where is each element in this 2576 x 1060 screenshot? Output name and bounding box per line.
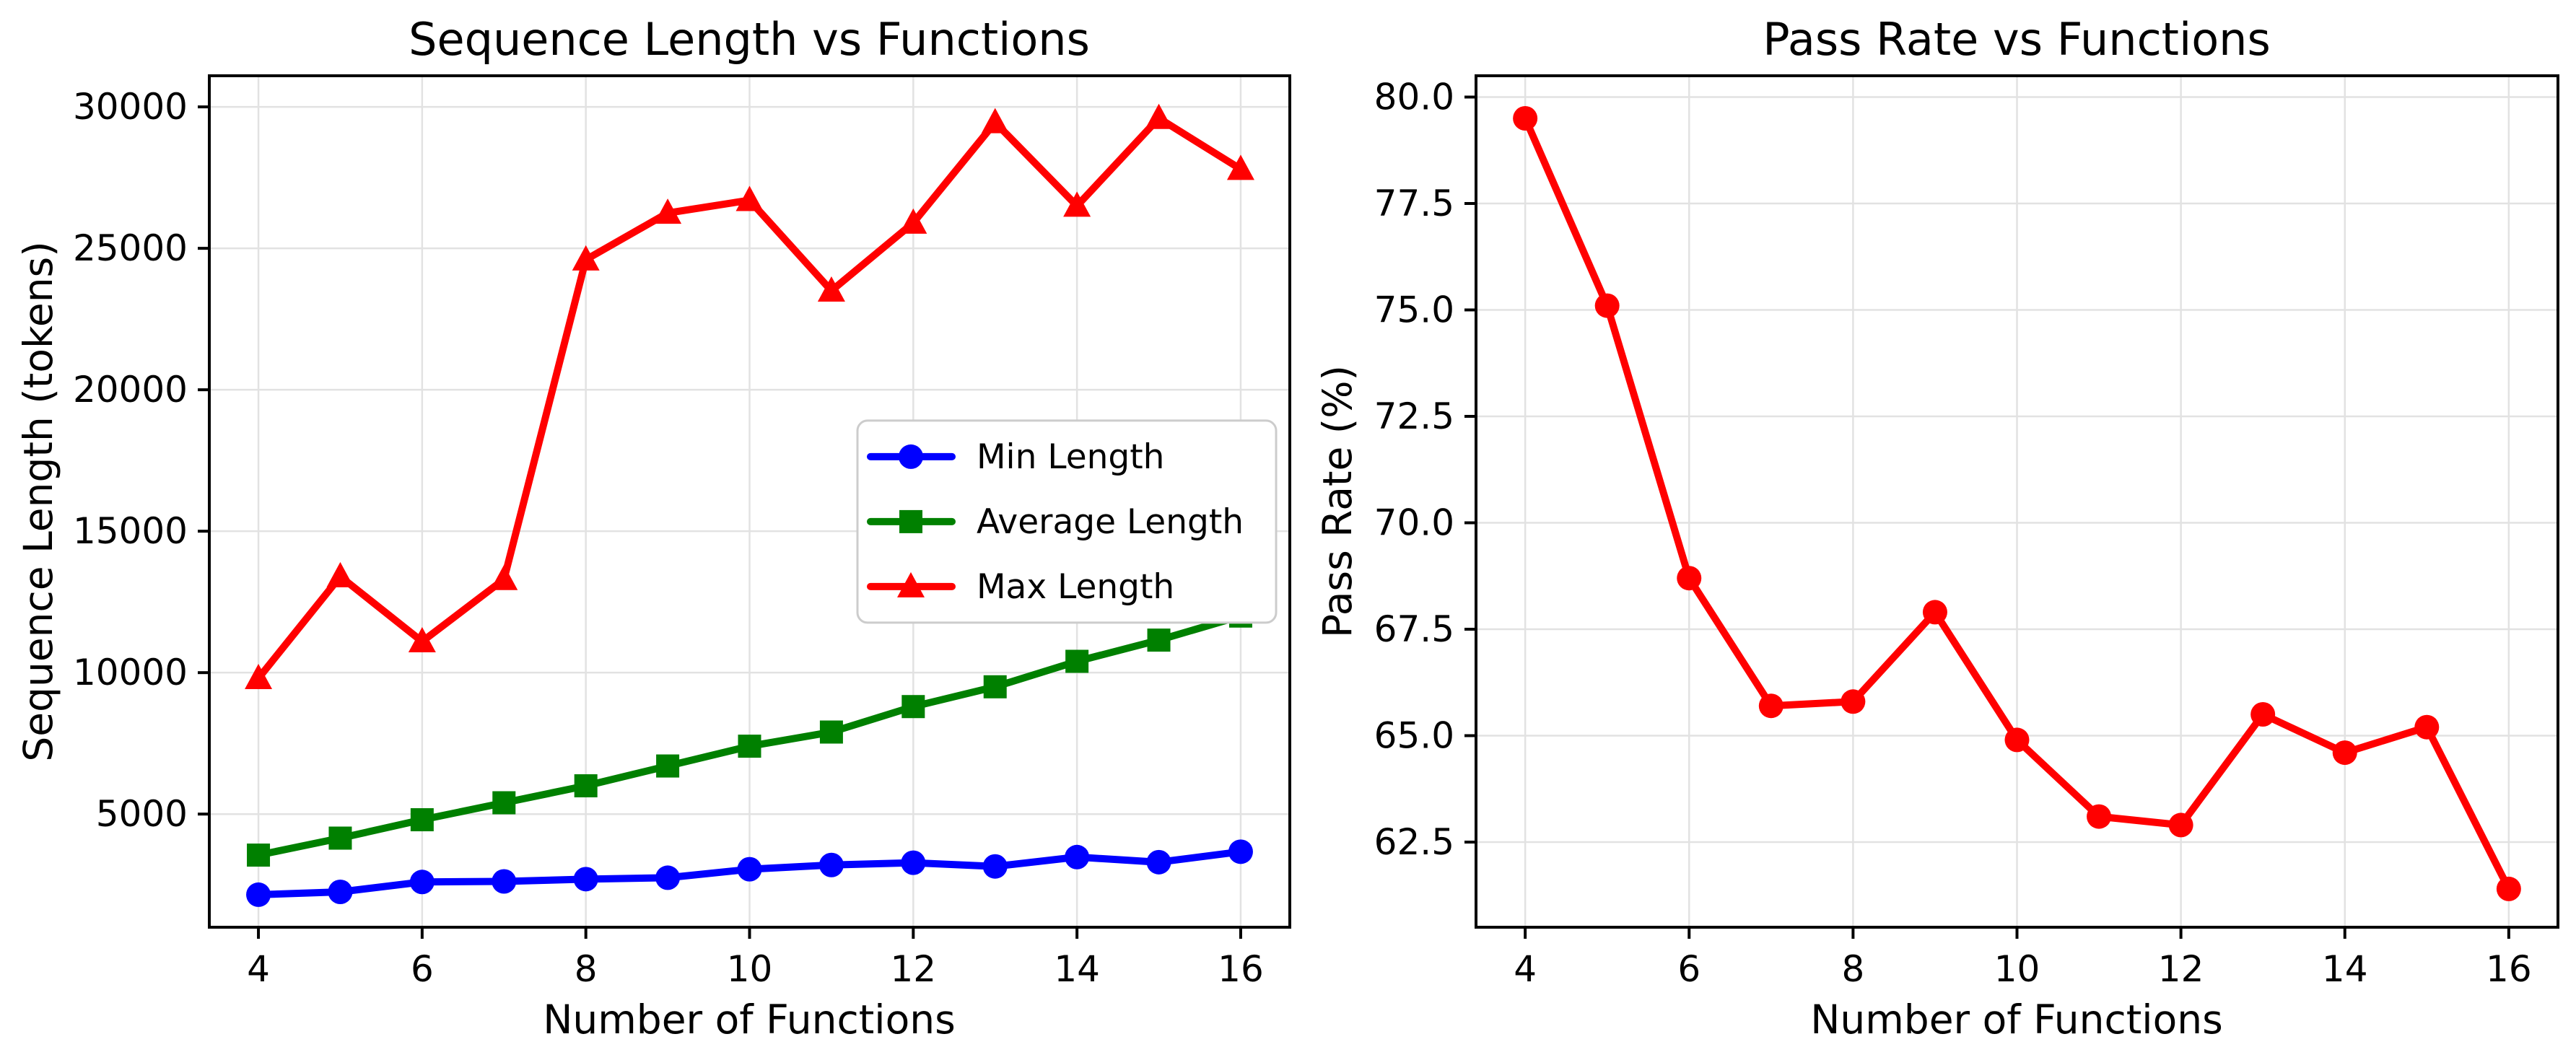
data-point-min-length [1146, 849, 1171, 875]
data-point-min-length [573, 867, 598, 892]
data-point-max-length [572, 245, 600, 271]
data-point-pass-rate [2496, 876, 2521, 901]
data-point-pass-rate [2087, 804, 2112, 829]
data-point-pass-rate [1758, 693, 1783, 719]
data-point-pass-rate [1841, 689, 1866, 714]
y-tick-label: 62.5 [1374, 821, 1454, 863]
data-point-max-length [1226, 154, 1254, 180]
data-point-max-length [245, 664, 273, 690]
data-point-min-length [982, 854, 1008, 879]
data-point-max-length [817, 276, 845, 302]
left-chart-title: Sequence Length vs Functions [409, 13, 1090, 66]
data-point-min-length [328, 879, 353, 904]
data-point-average-length [328, 826, 352, 850]
data-point-min-length [818, 852, 844, 877]
data-point-min-length [409, 870, 435, 895]
data-point-min-length [492, 869, 517, 894]
legend-label: Average Length [977, 502, 1244, 542]
x-tick-label: 10 [727, 948, 773, 990]
left-xaxis-label: Number of Functions [543, 997, 956, 1043]
y-tick-label: 10000 [73, 652, 188, 693]
data-point-min-length [655, 865, 681, 890]
data-point-max-length [1145, 103, 1173, 129]
x-tick-label: 4 [1514, 948, 1537, 990]
y-tick-label: 25000 [73, 227, 188, 269]
data-point-pass-rate [2168, 812, 2193, 838]
data-point-average-length [1147, 628, 1171, 652]
data-point-average-length [574, 774, 598, 797]
right-yaxis-label: Pass Rate (%) [1314, 365, 1361, 638]
data-point-average-length [983, 675, 1007, 698]
data-point-min-length [1228, 839, 1253, 864]
y-tick-label: 72.5 [1374, 395, 1454, 437]
data-point-pass-rate [1594, 293, 1620, 318]
x-tick-label: 10 [1994, 948, 2040, 990]
data-point-pass-rate [2332, 740, 2357, 766]
legend-label: Min Length [977, 437, 1164, 477]
y-tick-label: 70.0 [1374, 502, 1454, 544]
x-tick-label: 4 [247, 948, 270, 990]
y-tick-label: 65.0 [1374, 715, 1454, 757]
y-tick-label: 20000 [73, 369, 188, 411]
data-point-min-length [1065, 844, 1090, 870]
data-point-max-length [735, 185, 764, 211]
legend-sample-marker [899, 444, 923, 469]
y-tick-label: 77.5 [1374, 183, 1454, 224]
data-point-max-length [326, 561, 354, 587]
data-point-min-length [246, 882, 271, 907]
x-tick-label: 8 [1841, 948, 1864, 990]
data-point-pass-rate [2004, 727, 2030, 753]
x-tick-label: 14 [2322, 948, 2368, 990]
x-tick-label: 6 [1677, 948, 1700, 990]
right-xaxis-label: Number of Functions [1810, 997, 2223, 1043]
right-chart-title: Pass Rate vs Functions [1763, 13, 2271, 66]
data-point-max-length [408, 627, 436, 653]
y-tick-label: 67.5 [1374, 608, 1454, 650]
data-point-average-length [410, 808, 434, 832]
data-point-pass-rate [2414, 714, 2440, 740]
legend-box [856, 419, 1278, 624]
x-tick-label: 14 [1054, 948, 1100, 990]
x-tick-label: 16 [2486, 948, 2532, 990]
data-point-average-length [1065, 649, 1089, 673]
right-plot-area: 4 6 8 10 12 14 16 62.5 65.0 67.5 70.0 72.5 75.0 77.5 8… [1374, 74, 2559, 990]
data-point-average-length [492, 791, 516, 815]
data-point-max-length [490, 564, 518, 590]
data-point-pass-rate [1677, 566, 1702, 591]
data-point-max-length [1063, 191, 1091, 217]
left-plot-area: 4 6 8 10 12 14 16 5000 10000 15000 20000 25000 30000… [73, 74, 1291, 990]
data-point-average-length [247, 844, 271, 867]
left-yaxis-label: Sequence Length (tokens) [15, 241, 61, 761]
data-point-average-length [901, 695, 925, 719]
x-tick-label: 12 [2158, 948, 2204, 990]
data-point-pass-rate [2250, 702, 2276, 727]
data-point-max-length [899, 208, 927, 234]
data-point-average-length [819, 720, 843, 744]
y-tick-label: 30000 [73, 86, 188, 128]
y-tick-label: 15000 [73, 510, 188, 552]
legend-label: Max Length [977, 567, 1174, 607]
data-point-max-length [654, 198, 682, 224]
y-tick-label: 75.0 [1374, 289, 1454, 331]
x-tick-label: 16 [1218, 948, 1264, 990]
data-point-pass-rate [1513, 106, 1538, 131]
data-point-pass-rate [1922, 600, 1947, 625]
y-tick-label: 5000 [96, 793, 188, 835]
data-point-min-length [901, 850, 926, 875]
data-point-average-length [738, 735, 761, 758]
x-tick-label: 12 [891, 948, 937, 990]
y-tick-label: 80.0 [1374, 76, 1454, 118]
legend-sample-marker [899, 509, 922, 533]
data-point-average-length [656, 754, 680, 778]
x-tick-label: 8 [575, 948, 598, 990]
x-tick-label: 6 [411, 948, 434, 990]
legend-sample-marker [897, 571, 925, 597]
data-point-max-length [981, 108, 1009, 133]
data-point-min-length [737, 857, 762, 882]
